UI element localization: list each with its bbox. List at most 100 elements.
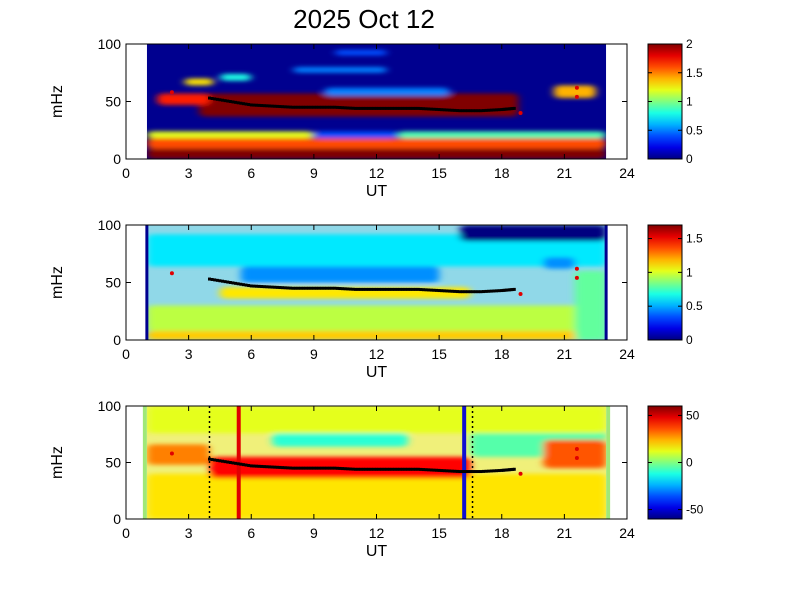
x-axis-label: UT — [366, 543, 388, 560]
heatmap-cell — [146, 305, 607, 331]
trace-point — [401, 106, 405, 110]
trace-point — [487, 469, 491, 473]
trace-point — [432, 468, 436, 472]
trace-point — [382, 467, 386, 471]
trace-point — [461, 290, 465, 294]
trace-point — [458, 290, 462, 294]
trace-point — [359, 467, 363, 471]
trace-point — [218, 279, 222, 283]
trace-point — [338, 106, 342, 110]
trace-point — [247, 463, 251, 467]
trace-point — [435, 288, 439, 292]
colorbar-tick-label: 0 — [686, 456, 693, 470]
trace-point — [421, 107, 425, 111]
trace-point — [278, 286, 282, 290]
trace-point — [294, 105, 298, 109]
trace-point — [503, 468, 507, 472]
colorbar: 0 0.5 1 1.5 2 — [647, 37, 703, 166]
trace-point — [495, 289, 499, 293]
trace-point — [375, 106, 378, 110]
trace-point — [294, 466, 298, 470]
trace-point — [317, 105, 321, 109]
trace-point — [215, 97, 219, 101]
heatmap-cell — [146, 444, 210, 465]
trace-point — [406, 287, 410, 291]
trace-point — [320, 286, 324, 290]
trace-point — [468, 470, 472, 474]
x-tick-label: 3 — [185, 165, 193, 181]
red-point — [574, 446, 579, 451]
trace-point — [223, 460, 227, 464]
y-axis-label: mHz — [49, 446, 66, 479]
trace-point — [416, 467, 420, 471]
trace-point — [509, 288, 513, 292]
y-tick-label: 100 — [98, 36, 122, 52]
trace-point — [265, 285, 269, 289]
trace-point — [278, 105, 282, 109]
trace-point — [254, 464, 258, 468]
trace-point — [489, 108, 493, 112]
trace-point — [281, 286, 285, 290]
trace-point — [388, 287, 392, 291]
colorbar-tick-label: 2 — [686, 37, 693, 51]
heatmap-cell — [397, 131, 607, 139]
trace-point — [481, 290, 485, 294]
red-point — [574, 85, 579, 90]
trace-point — [314, 466, 318, 470]
heatmap-cell — [146, 406, 607, 434]
trace-point — [273, 465, 277, 469]
colorbar-scale — [647, 405, 683, 520]
edge-strip-right — [606, 406, 611, 519]
trace-point — [213, 97, 217, 101]
trace-point — [296, 105, 300, 109]
trace-point — [231, 281, 235, 285]
trace-point — [474, 109, 478, 113]
trace-point — [442, 108, 446, 112]
trace-point — [273, 285, 277, 289]
red-point — [518, 111, 523, 115]
trace-point — [506, 468, 510, 472]
trace-point — [314, 286, 318, 290]
trace-point — [346, 467, 350, 471]
trace-point — [458, 109, 462, 113]
trace-point — [471, 470, 475, 474]
x-tick-label: 0 — [122, 165, 130, 181]
trace-point — [257, 464, 261, 468]
trace-point — [476, 470, 480, 474]
trace-point — [333, 105, 337, 109]
red-point — [169, 271, 174, 276]
trace-point — [351, 287, 355, 291]
trace-point — [479, 109, 483, 113]
trace-point — [484, 469, 488, 473]
heatmap-cell — [184, 78, 214, 86]
trace-point — [511, 467, 515, 471]
trace-point — [234, 100, 238, 104]
trace-point — [375, 287, 378, 291]
colorbar-tick-label: 0 — [686, 333, 693, 347]
trace-point — [369, 467, 373, 471]
trace-point — [234, 281, 238, 285]
colorbar-scale — [647, 43, 683, 160]
trace-point — [354, 287, 358, 291]
trace-point — [333, 466, 337, 470]
trace-point — [416, 106, 420, 110]
trace-point — [314, 105, 318, 109]
trace-point — [322, 466, 326, 470]
trace-point — [495, 108, 499, 112]
trace-point — [495, 469, 499, 473]
trace-point — [411, 467, 415, 471]
trace-point — [427, 468, 431, 472]
trace-point — [226, 99, 230, 103]
trace-point — [504, 468, 508, 472]
trace-point — [406, 467, 410, 471]
trace-point — [254, 103, 258, 107]
trace-point — [333, 286, 337, 290]
trace-point — [497, 469, 501, 473]
trace-point — [453, 108, 457, 112]
trace-point — [288, 286, 292, 290]
trace-point — [312, 466, 316, 470]
trace-point — [403, 106, 407, 110]
colorbar-tick-label: 1 — [686, 95, 693, 109]
trace-point — [260, 285, 264, 289]
trace-point — [330, 105, 334, 109]
